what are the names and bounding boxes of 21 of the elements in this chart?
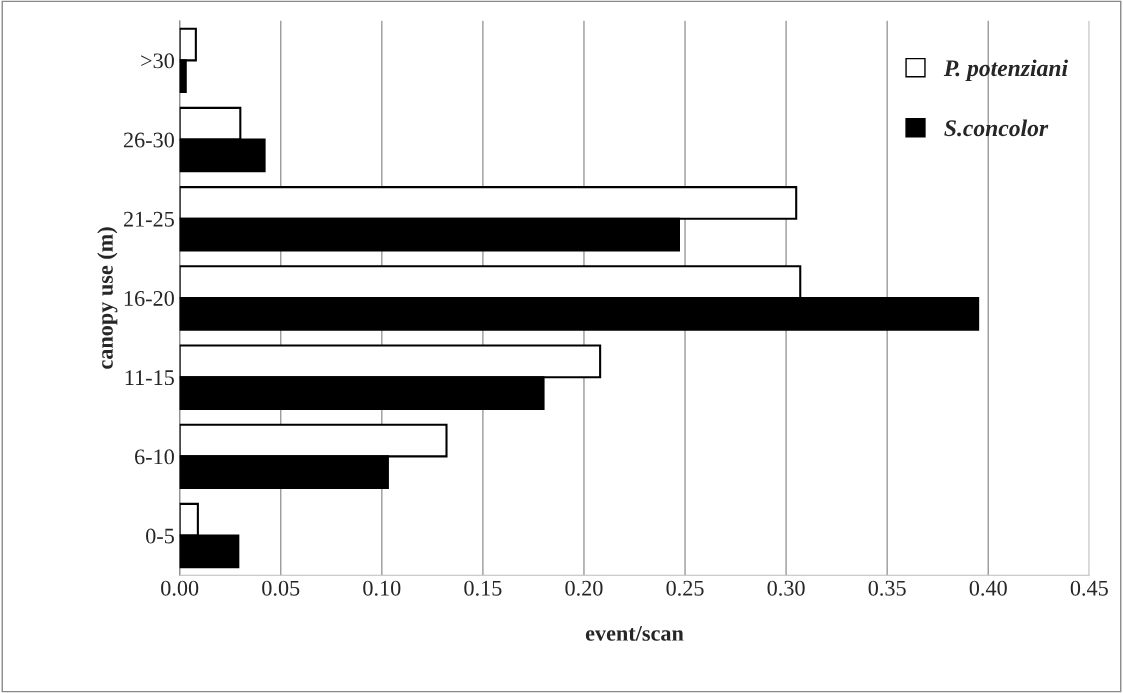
y-tick-label: 0-5 <box>146 528 174 544</box>
x-tick-label: 0.30 <box>767 580 805 596</box>
legend-label: S.concolor <box>944 119 1049 137</box>
y-axis-title: canopy use (m) <box>97 227 118 369</box>
x-tick-label: 0.15 <box>464 580 502 596</box>
y-tick-label: 21-25 <box>123 211 174 227</box>
legend-label: P. potenziani <box>943 59 1068 81</box>
x-tick-label: 0.25 <box>666 580 704 596</box>
x-tick-label: 0.35 <box>868 580 906 596</box>
y-tick-label: 16-20 <box>124 290 174 306</box>
x-tick-label: 0.10 <box>363 580 401 596</box>
y-tick-label: >30 <box>141 53 174 69</box>
y-tick-label: 11-15 <box>125 370 174 386</box>
x-tick-label: 0.05 <box>262 580 300 596</box>
x-tick-label: 0.00 <box>161 580 199 596</box>
x-tick-label: 0.45 <box>1070 580 1108 596</box>
x-tick-label: 0.20 <box>565 580 603 596</box>
x-tick-label: 0.40 <box>969 580 1007 596</box>
y-tick-label: 6-10 <box>135 449 174 465</box>
x-axis-title: event/scan <box>585 625 684 641</box>
y-tick-label: 26-30 <box>123 132 174 148</box>
